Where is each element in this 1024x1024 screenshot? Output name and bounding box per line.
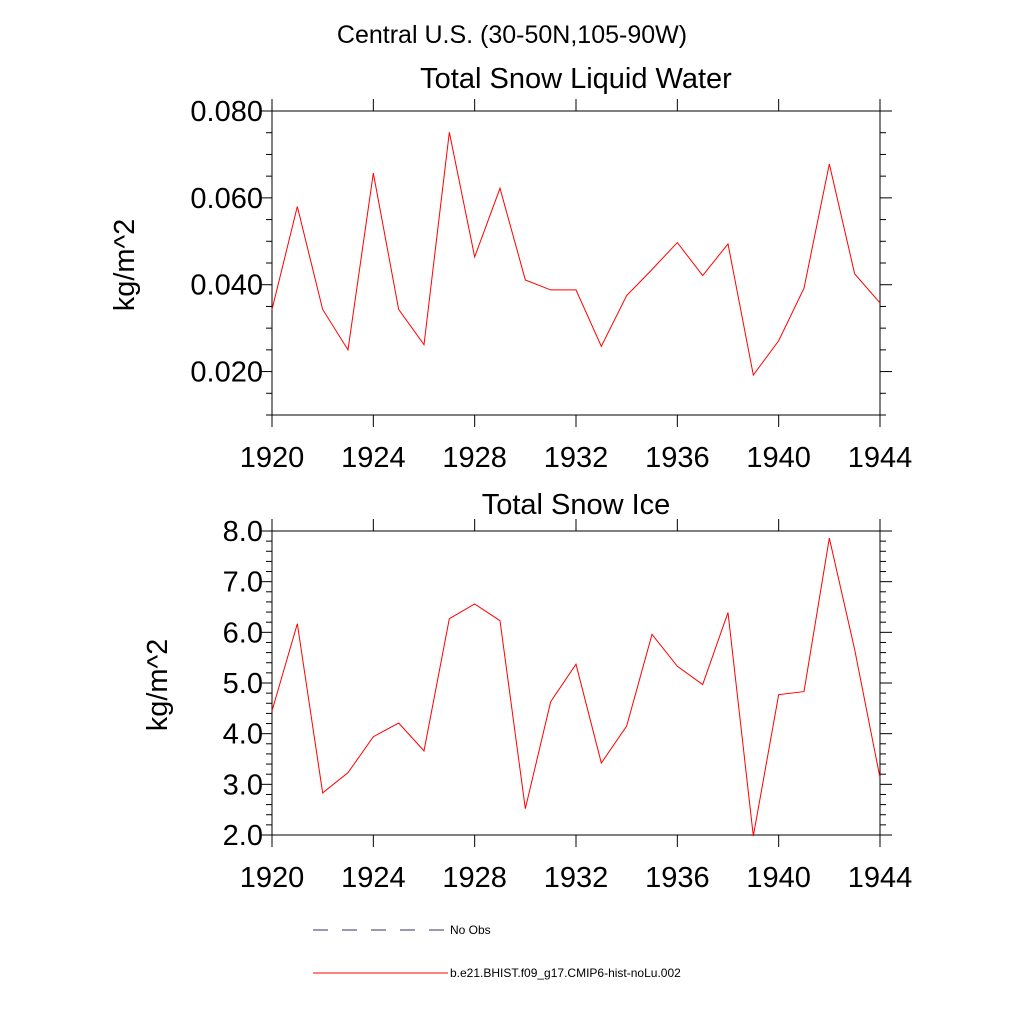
x-tick-label: 1936 bbox=[645, 862, 710, 894]
y-tick-label: 0.060 bbox=[190, 183, 263, 215]
panel-snow-liquid-water: Total Snow Liquid Water kg/m^2 1920 1924 1… bbox=[109, 63, 912, 474]
figure-suptitle: Central U.S. (30-50N,105-90W) bbox=[337, 21, 687, 49]
y-axis-label: kg/m^2 bbox=[109, 219, 141, 312]
series-line bbox=[271, 537, 881, 837]
y-tick-label: 7.0 bbox=[223, 567, 263, 599]
y-tick-label: 0.020 bbox=[190, 357, 263, 389]
y-tick-label: 6.0 bbox=[223, 617, 263, 649]
y-tick-label: 0.080 bbox=[190, 96, 263, 128]
x-tick-label: 1924 bbox=[341, 442, 406, 474]
x-tick-label: 1932 bbox=[544, 442, 609, 474]
legend: No Obs b.e21.BHIST.f09_g17.CMIP6-hist-no… bbox=[313, 923, 681, 980]
y-axis-label: kg/m^2 bbox=[142, 639, 174, 732]
y-tick-label: 0.040 bbox=[190, 270, 263, 302]
panel-title: Total Snow Ice bbox=[482, 489, 671, 521]
y-tick-label: 5.0 bbox=[223, 668, 263, 700]
legend-label-model-run: b.e21.BHIST.f09_g17.CMIP6-hist-noLu.002 bbox=[450, 966, 681, 980]
legend-label-no-obs: No Obs bbox=[450, 923, 491, 937]
y-tick-label: 8.0 bbox=[223, 516, 263, 548]
y-tick-label: 3.0 bbox=[223, 769, 263, 801]
series-line bbox=[271, 132, 881, 377]
x-tick-label: 1944 bbox=[848, 442, 913, 474]
x-tick-label: 1940 bbox=[746, 442, 811, 474]
y-tick-label: 2.0 bbox=[223, 820, 263, 852]
x-tick-label: 1920 bbox=[240, 862, 305, 894]
x-tick-label: 1920 bbox=[240, 442, 305, 474]
x-tick-label: 1944 bbox=[848, 862, 913, 894]
x-tick-label: 1924 bbox=[341, 862, 406, 894]
x-tick-label: 1928 bbox=[442, 442, 507, 474]
panel-title: Total Snow Liquid Water bbox=[420, 63, 732, 95]
panel-snow-ice: Total Snow Ice kg/m^2 1920 1924 1928 1932 19… bbox=[142, 489, 912, 894]
x-tick-label: 1940 bbox=[746, 862, 811, 894]
y-tick-label: 4.0 bbox=[223, 719, 263, 751]
plot-frame bbox=[271, 110, 881, 416]
x-tick-label: 1936 bbox=[645, 442, 710, 474]
plot-frame bbox=[271, 530, 881, 836]
x-tick-label: 1932 bbox=[544, 862, 609, 894]
x-tick-label: 1928 bbox=[442, 862, 507, 894]
